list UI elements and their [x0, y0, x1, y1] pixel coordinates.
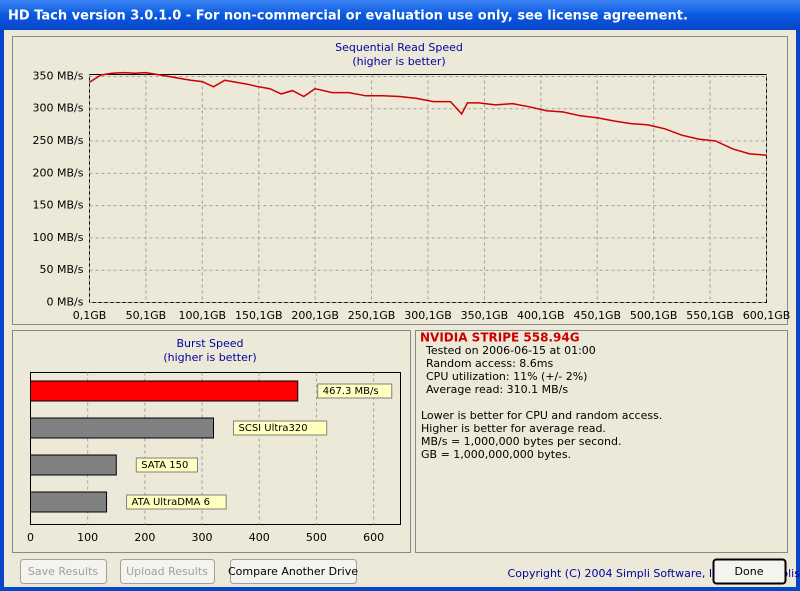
- x-tick-label: 100,1GB: [179, 309, 227, 322]
- x-tick-label: 300,1GB: [404, 309, 452, 322]
- info-note: GB = 1,000,000,000 bytes.: [421, 448, 571, 461]
- drive-name: NVIDIA STRIPE 558.94G: [420, 331, 580, 345]
- info-note: Higher is better for average read.: [421, 422, 606, 435]
- y-tick-label: 0 MB/s: [47, 296, 84, 309]
- x-tick-label: 550,1GB: [686, 309, 734, 322]
- bar: [30, 417, 214, 439]
- button-label[interactable]: Compare Another Drive: [228, 565, 358, 578]
- info-line: Average read: 310.1 MB/s: [426, 383, 568, 396]
- button-label: Upload Results: [126, 565, 208, 578]
- x-tick-label: 350,1GB: [461, 309, 509, 322]
- x-tick-label: 100: [77, 531, 98, 544]
- chart-subtitle: (higher is better): [163, 351, 256, 364]
- y-tick-label: 300 MB/s: [33, 102, 84, 115]
- y-tick-label: 150 MB/s: [33, 199, 84, 212]
- chart-title: Sequential Read Speed: [335, 41, 463, 54]
- y-tick-label: 200 MB/s: [33, 166, 84, 179]
- x-tick-label: 50,1GB: [126, 309, 167, 322]
- x-tick-label: 450,1GB: [573, 309, 621, 322]
- bar-label: 467.3 MB/s: [323, 386, 379, 397]
- button-label: Save Results: [28, 565, 98, 578]
- window-title: HD Tach version 3.0.1.0 - For non-commer…: [8, 9, 688, 24]
- info-line: Random access: 8.6ms: [426, 357, 554, 370]
- x-tick-label: 500: [306, 531, 327, 544]
- x-tick-label: 600: [363, 531, 384, 544]
- x-tick-label: 400,1GB: [517, 309, 565, 322]
- button[interactable]: [712, 558, 787, 585]
- bar-label-box: [232, 420, 328, 436]
- button: [20, 559, 107, 584]
- chart-title: Burst Speed: [176, 337, 243, 350]
- y-tick-label: 350 MB/s: [33, 69, 84, 82]
- title-bar: [0, 0, 800, 30]
- read-speed-line: [89, 71, 767, 156]
- x-tick-label: 200: [134, 531, 155, 544]
- y-tick-label: 50 MB/s: [40, 263, 84, 276]
- bar: [30, 454, 117, 476]
- x-tick-label: 0,1GB: [73, 309, 107, 322]
- x-tick-label: 250,1GB: [348, 309, 396, 322]
- info-line: Tested on 2006-06-15 at 01:00: [425, 344, 596, 357]
- x-tick-label: 300: [192, 531, 213, 544]
- bar-label-box: [135, 457, 198, 473]
- bar: [30, 491, 108, 513]
- chart-subtitle: (higher is better): [352, 55, 445, 68]
- y-tick-label: 250 MB/s: [33, 134, 84, 147]
- y-tick-label: 100 MB/s: [33, 231, 84, 244]
- button: [120, 559, 215, 584]
- info-panel: [415, 330, 788, 553]
- bar-label: SCSI Ultra320: [238, 423, 307, 434]
- info-note: Lower is better for CPU and random acces…: [421, 409, 662, 422]
- x-tick-label: 0: [27, 531, 34, 544]
- x-tick-label: 400: [249, 531, 270, 544]
- bar: [30, 380, 299, 402]
- bar-label-box: [317, 383, 393, 399]
- x-tick-label: 600,1GB: [743, 309, 791, 322]
- button[interactable]: [230, 559, 357, 584]
- x-tick-label: 150,1GB: [235, 309, 283, 322]
- info-line: CPU utilization: 11% (+/- 2%): [426, 370, 587, 383]
- info-note: MB/s = 1,000,000 bytes per second.: [421, 435, 621, 448]
- bar-label: ATA UltraDMA 6: [132, 497, 210, 508]
- bar-label: SATA 150: [141, 460, 188, 471]
- x-tick-label: 200,1GB: [291, 309, 339, 322]
- bar-label-box: [126, 494, 227, 510]
- button-label[interactable]: Done: [735, 565, 764, 578]
- x-tick-label: 500,1GB: [630, 309, 678, 322]
